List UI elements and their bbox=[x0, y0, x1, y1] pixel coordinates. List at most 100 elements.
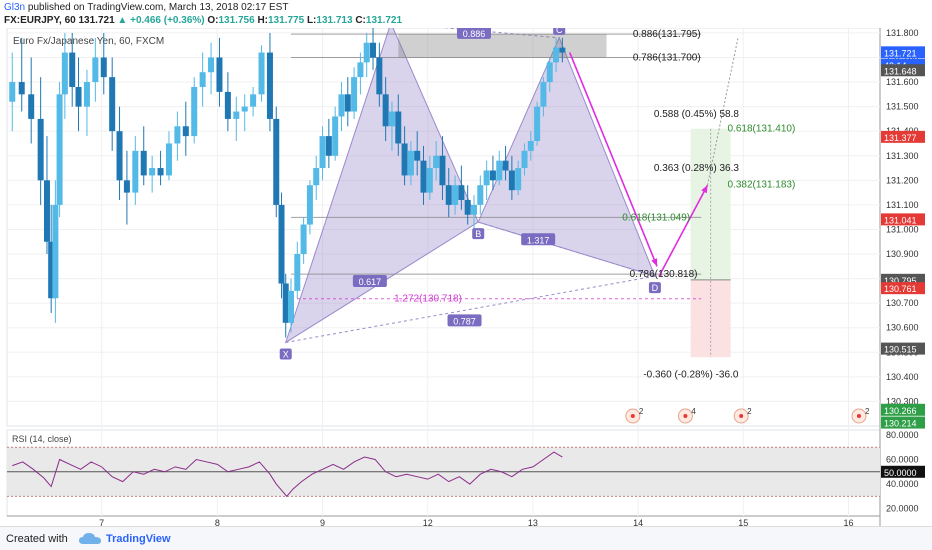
candle-body bbox=[388, 111, 395, 127]
candle-body bbox=[83, 82, 90, 107]
candle-body bbox=[282, 283, 289, 323]
candle-body bbox=[157, 168, 164, 176]
candle-body bbox=[502, 160, 509, 171]
price-badge bbox=[881, 64, 925, 77]
ohlc-close: 131.721 bbox=[365, 15, 403, 26]
candle-body bbox=[75, 86, 82, 107]
tradingview-brand[interactable]: TradingView bbox=[106, 533, 171, 545]
candle-body bbox=[401, 143, 408, 176]
price-badge bbox=[881, 416, 925, 429]
projection-arrow-down bbox=[568, 52, 658, 267]
fib-zone-box bbox=[398, 34, 607, 58]
candle-body bbox=[458, 185, 465, 200]
candle-body bbox=[363, 42, 370, 63]
price-badge-label: 131.041 bbox=[884, 215, 917, 225]
rsi-tick-label: 60.0000 bbox=[886, 454, 919, 464]
position-label: 0.382(131.183) bbox=[727, 179, 795, 190]
candle-body bbox=[546, 62, 553, 83]
y-tick-label: 131.600 bbox=[886, 77, 919, 87]
candle-body bbox=[132, 150, 139, 193]
candle-body bbox=[553, 47, 560, 63]
y-tick-label: 130.600 bbox=[886, 323, 919, 333]
candle-body bbox=[37, 118, 44, 181]
x-tick-label: 14 bbox=[633, 518, 643, 526]
fib-level-label: 0.786(130.818) bbox=[630, 269, 698, 280]
candle-body bbox=[149, 168, 156, 176]
pattern-point-label: X bbox=[283, 349, 289, 359]
pattern-xd-line bbox=[285, 275, 656, 343]
candle-body bbox=[140, 150, 147, 176]
candle-body bbox=[100, 57, 107, 78]
price-badge bbox=[881, 342, 925, 355]
candle-body bbox=[174, 126, 181, 144]
price-badge-label: 130.761 bbox=[884, 284, 917, 294]
candle-body bbox=[69, 52, 76, 87]
rsi-last-badge-label: 50.0000 bbox=[884, 468, 917, 478]
y-tick-label: 131.500 bbox=[886, 102, 919, 112]
candle-body bbox=[61, 52, 68, 95]
main-pane bbox=[6, 28, 881, 427]
x-tick-label: 9 bbox=[320, 518, 325, 526]
candle-body bbox=[165, 143, 172, 176]
candle-body bbox=[313, 168, 320, 186]
rsi-tick-label: 80.0000 bbox=[886, 430, 919, 440]
candle-body bbox=[496, 160, 503, 181]
candle-body bbox=[420, 160, 427, 193]
ratio-label: 0.617 bbox=[359, 277, 382, 287]
price-badge bbox=[881, 46, 925, 59]
candle-body bbox=[199, 72, 206, 87]
ohlc-close-label: C: bbox=[355, 15, 366, 26]
symbol-name[interactable]: FX:EURJPY, 60 bbox=[4, 15, 76, 26]
price-badge-label: 130.266 bbox=[884, 406, 917, 416]
ohlc-low: 131.713 bbox=[316, 15, 353, 26]
candle-body bbox=[540, 82, 547, 107]
last-price: 131.721 bbox=[78, 15, 115, 26]
candle-body bbox=[559, 47, 566, 53]
candle-body bbox=[278, 204, 285, 284]
candle-body bbox=[182, 126, 189, 137]
x-tick-label: 15 bbox=[738, 518, 748, 526]
candle-body bbox=[508, 170, 515, 191]
y-tick-label: 130.700 bbox=[886, 298, 919, 308]
x-tick-label: 12 bbox=[423, 518, 433, 526]
price-chart[interactable]: 131.800131.700131.600131.500131.400131.3… bbox=[0, 28, 932, 526]
price-change: +0.466 (+0.36%) bbox=[130, 15, 205, 26]
footer-bar: Created with TradingView bbox=[0, 526, 932, 550]
candle-body bbox=[266, 52, 273, 119]
candle-body bbox=[407, 150, 414, 176]
candle-body bbox=[376, 57, 383, 95]
candle-body bbox=[28, 94, 35, 119]
event-marker-count: 2 bbox=[639, 407, 644, 416]
candle-body bbox=[534, 106, 541, 142]
ohlc-high: 131.775 bbox=[268, 15, 305, 26]
candle-body bbox=[370, 42, 377, 58]
candle-body bbox=[319, 136, 326, 169]
publish-info: Gl3n published on TradingView.com, March… bbox=[4, 2, 288, 13]
event-marker-dot bbox=[630, 414, 635, 418]
pattern-point-badge bbox=[279, 348, 292, 360]
y-tick-label: 131.800 bbox=[886, 28, 919, 38]
pattern-point-badge bbox=[648, 282, 661, 294]
projection-arrow-up bbox=[658, 184, 709, 277]
y-tick-label: 131.200 bbox=[886, 175, 919, 185]
position-label: 0.588 (0.45%) 58.8 bbox=[654, 109, 739, 120]
rsi-tick-label: 40.0000 bbox=[886, 479, 919, 489]
rsi-line bbox=[12, 451, 563, 498]
pattern-point-badge bbox=[553, 28, 566, 35]
ratio-label: 0.886 bbox=[463, 29, 486, 39]
event-marker-count: 2 bbox=[865, 407, 870, 416]
price-badge bbox=[881, 282, 925, 295]
rsi-tick-label: 20.0000 bbox=[886, 504, 919, 514]
candle-body bbox=[477, 185, 484, 205]
candle-body bbox=[351, 77, 358, 112]
candle-body bbox=[332, 116, 339, 156]
y-tick-label: 130.900 bbox=[886, 249, 919, 259]
candle-body bbox=[300, 224, 307, 255]
price-badge-label: 130.795 bbox=[884, 276, 917, 286]
candle-body bbox=[521, 150, 528, 169]
candle-body bbox=[439, 155, 446, 186]
candle-body bbox=[258, 52, 265, 95]
event-marker-dot bbox=[683, 414, 688, 418]
author-link[interactable]: Gl3n bbox=[4, 2, 26, 13]
candle-body bbox=[123, 180, 130, 193]
